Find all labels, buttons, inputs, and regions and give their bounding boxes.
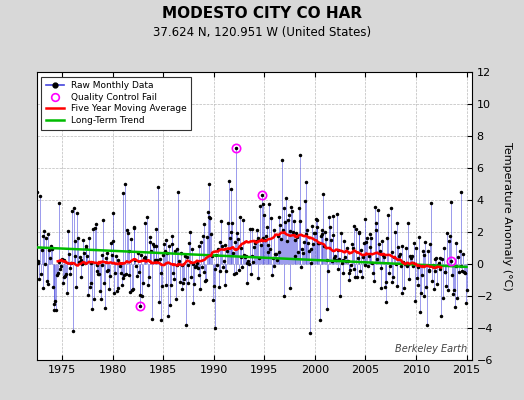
Legend: Raw Monthly Data, Quality Control Fail, Five Year Moving Average, Long-Term Tren: Raw Monthly Data, Quality Control Fail, … bbox=[41, 76, 191, 130]
Text: MODESTO CITY CO HAR: MODESTO CITY CO HAR bbox=[162, 6, 362, 21]
Text: 37.624 N, 120.951 W (United States): 37.624 N, 120.951 W (United States) bbox=[153, 26, 371, 39]
Text: Berkeley Earth: Berkeley Earth bbox=[395, 344, 467, 354]
Y-axis label: Temperature Anomaly (°C): Temperature Anomaly (°C) bbox=[503, 142, 512, 290]
